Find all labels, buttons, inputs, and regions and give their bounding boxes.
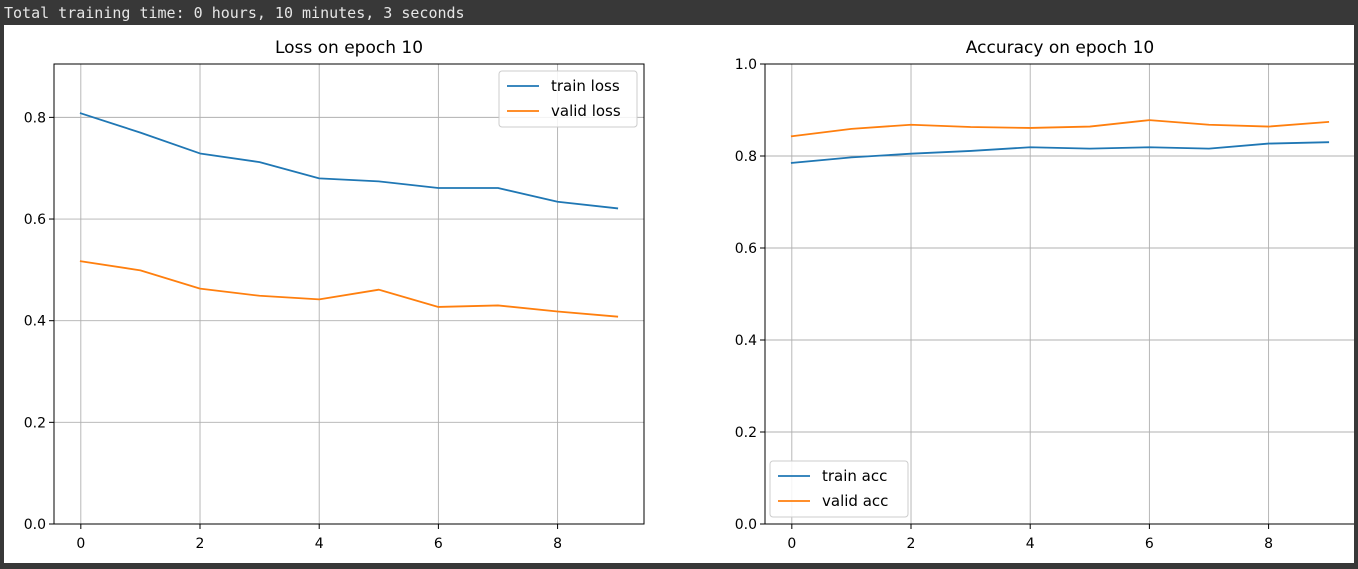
legend-label: train loss xyxy=(551,77,620,95)
y-tick-label: 0.4 xyxy=(24,314,46,330)
charts-figure: 0 2 4 6 8 0.0 0.2 0.4 0.6 0.8 Loss on epoch 10 trai… xyxy=(24,38,1354,552)
x-tick-label: 8 xyxy=(1264,536,1273,552)
legend-box xyxy=(498,70,638,128)
chart-1: 0 2 4 6 8 0.0 0.2 0.4 0.6 0.8 Loss on epoch 10 trai… xyxy=(24,38,645,552)
training-time-text: Total training time: 0 hours, 10 minutes… xyxy=(4,4,465,22)
legend-label: valid acc xyxy=(822,492,888,510)
x-tick-label: 4 xyxy=(1026,536,1035,552)
x-tick-label: 2 xyxy=(907,536,916,552)
series-line-valid-loss xyxy=(79,260,619,318)
x-tick-label: 6 xyxy=(434,536,443,552)
y-tick-label: 0.2 xyxy=(735,425,757,441)
y-tick-label: 0.6 xyxy=(735,241,757,257)
y-tick-label: 0.4 xyxy=(735,333,757,349)
plot-frame xyxy=(764,63,1354,525)
y-tick-label: 1.0 xyxy=(735,57,757,73)
chart-title: Loss on epoch 10 xyxy=(275,38,423,58)
x-tick-label: 4 xyxy=(315,536,324,552)
plot-frame xyxy=(53,63,645,525)
series-line-train-loss xyxy=(79,112,619,210)
chart-legend: train loss valid loss xyxy=(498,70,638,128)
legend-label: train acc xyxy=(822,467,887,485)
x-tick-label: 8 xyxy=(553,536,562,552)
x-tick-label: 0 xyxy=(787,536,796,552)
legend-label: valid loss xyxy=(551,102,621,120)
y-tick-label: 0.8 xyxy=(735,149,757,165)
y-tick-label: 0.0 xyxy=(24,517,46,533)
chart-2: 0 2 4 6 8 0.0 0.2 0.4 0.6 0.8 1.0 Accuracy on epoch… xyxy=(735,38,1354,552)
legend-box xyxy=(769,460,909,518)
chart-legend: train acc valid acc xyxy=(769,460,909,518)
chart-title: Accuracy on epoch 10 xyxy=(966,38,1154,58)
x-tick-label: 6 xyxy=(1145,536,1154,552)
x-tick-label: 0 xyxy=(76,536,85,552)
series-line-train-acc xyxy=(790,141,1330,164)
y-tick-label: 0.0 xyxy=(735,517,757,533)
plot-output-area: 0 2 4 6 8 0.0 0.2 0.4 0.6 0.8 Loss on epoch 10 trai… xyxy=(4,25,1354,563)
y-tick-label: 0.2 xyxy=(24,415,46,431)
x-tick-label: 2 xyxy=(196,536,205,552)
cell-output-header: Total training time: 0 hours, 10 minutes… xyxy=(0,0,1358,25)
series-line-valid-acc xyxy=(790,119,1330,138)
y-tick-label: 0.6 xyxy=(24,212,46,228)
y-tick-label: 0.8 xyxy=(24,110,46,126)
